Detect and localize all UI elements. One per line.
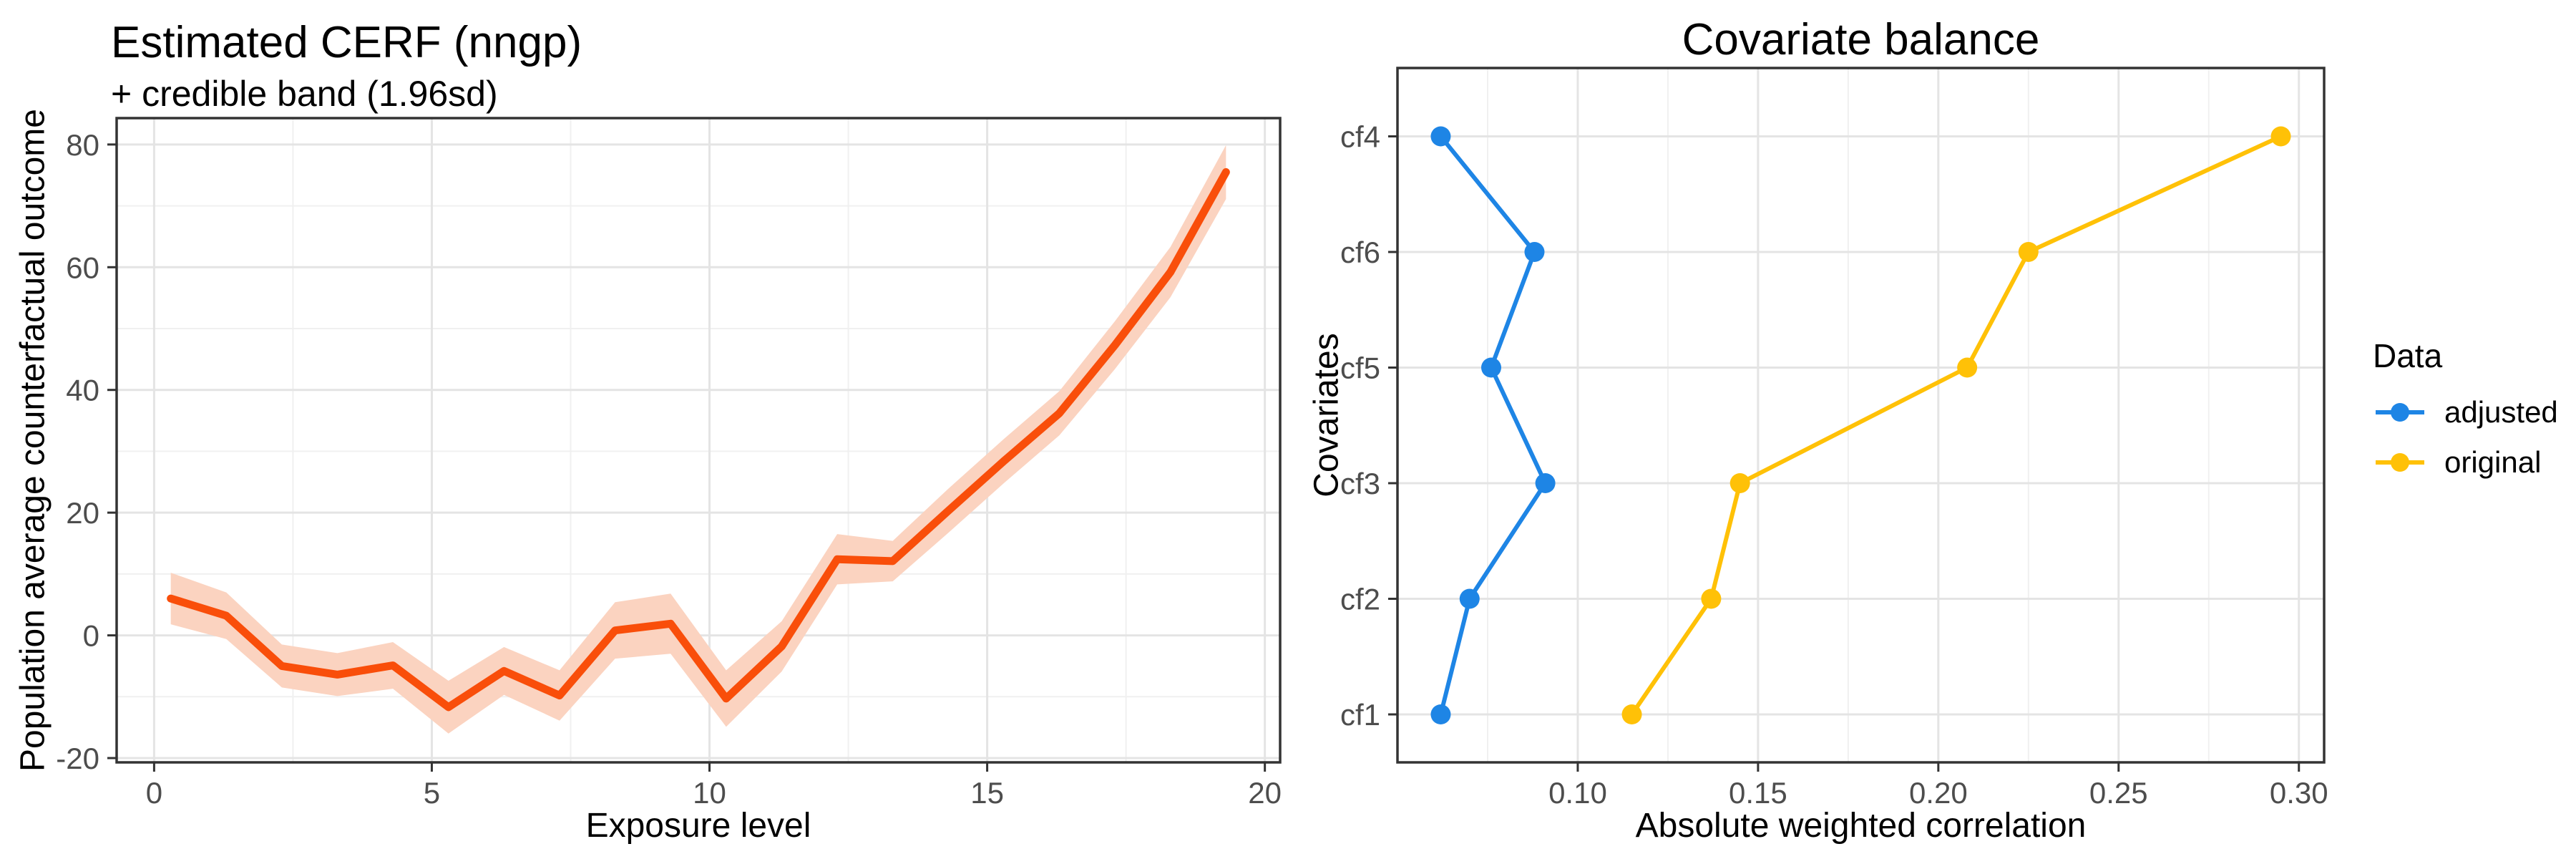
point-original-cf4 [2270,126,2291,147]
point-original-cf2 [1701,588,1722,609]
svg-text:40: 40 [66,374,99,407]
left-panel-border [115,117,1282,764]
point-adjusted-cf1 [1430,704,1451,724]
svg-text:60: 60 [66,251,99,284]
left-x-axis-title: Exposure level [585,807,811,845]
series-original [1621,126,2291,724]
svg-text:80: 80 [66,128,99,162]
point-original-cf5 [1957,357,1978,378]
legend: Data adjusted original [2373,336,2558,494]
svg-text:0.15: 0.15 [1729,776,1787,810]
svg-text:20: 20 [1248,776,1282,810]
left-grid-minor [117,118,1280,762]
covariate-balance-chart: 0.10 0.15 0.20 0.25 0.30 cf1 cf2 cf3 cf5 cf6 cf4 [1340,67,2328,810]
point-original-cf3 [1729,473,1750,493]
svg-text:0.10: 0.10 [1548,776,1607,810]
svg-text:0.25: 0.25 [2089,776,2148,810]
svg-text:0.30: 0.30 [2270,776,2328,810]
svg-text:15: 15 [970,776,1004,810]
credible-band [170,145,1226,734]
cerf-line-chart: 0 5 10 15 20 -20 0 20 40 60 80 [56,117,1282,810]
left-axis-ticks [107,143,1267,772]
right-chart-title: Covariate balance [1682,15,2040,64]
cerf-line [167,168,1230,712]
right-grid-minor [1486,68,2210,762]
svg-text:cf1: cf1 [1340,698,1380,732]
svg-text:0: 0 [146,776,162,810]
svg-text:20: 20 [66,496,99,530]
point-adjusted-cf3 [1535,473,1556,493]
svg-text:cf6: cf6 [1340,236,1380,269]
svg-text:-20: -20 [56,742,99,775]
svg-text:cf5: cf5 [1340,351,1380,385]
right-panel-background [1397,68,2324,762]
point-adjusted-cf6 [1524,242,1545,262]
point-original-cf1 [1621,704,1642,724]
right-x-axis-title: Absolute weighted correlation [1635,807,2087,845]
left-chart-title: Estimated CERF (nngp) [111,18,582,67]
series-adjusted [1430,126,1556,724]
svg-text:10: 10 [693,776,726,810]
original-key-icon [2376,453,2424,472]
svg-text:cf3: cf3 [1340,467,1380,500]
svg-text:cf2: cf2 [1340,583,1380,616]
svg-text:0.20: 0.20 [1909,776,1968,810]
point-adjusted-cf4 [1430,126,1451,147]
adjusted-key-icon [2376,403,2424,422]
point-adjusted-cf5 [1481,357,1502,378]
right-axis-ticks [1388,135,2301,772]
legend-title: Data [2373,337,2443,374]
svg-text:0: 0 [83,619,99,653]
left-chart-subtitle: + credible band (1.96sd) [111,74,498,114]
point-adjusted-cf2 [1459,588,1480,609]
point-original-cf6 [2018,242,2039,262]
svg-text:5: 5 [424,776,440,810]
legend-label-original: original [2444,445,2542,479]
right-panel-border [1396,67,2326,764]
svg-text:cf4: cf4 [1340,120,1380,154]
legend-item-original: original [2373,444,2558,481]
right-axis-tick-labels: 0.10 0.15 0.20 0.25 0.30 cf1 cf2 cf3 cf5 cf6 cf4 [1340,120,2328,810]
legend-label-adjusted: adjusted [2444,395,2558,429]
left-axis-tick-labels: 0 5 10 15 20 -20 0 20 40 60 80 [56,128,1282,810]
legend-item-adjusted: adjusted [2373,394,2558,431]
